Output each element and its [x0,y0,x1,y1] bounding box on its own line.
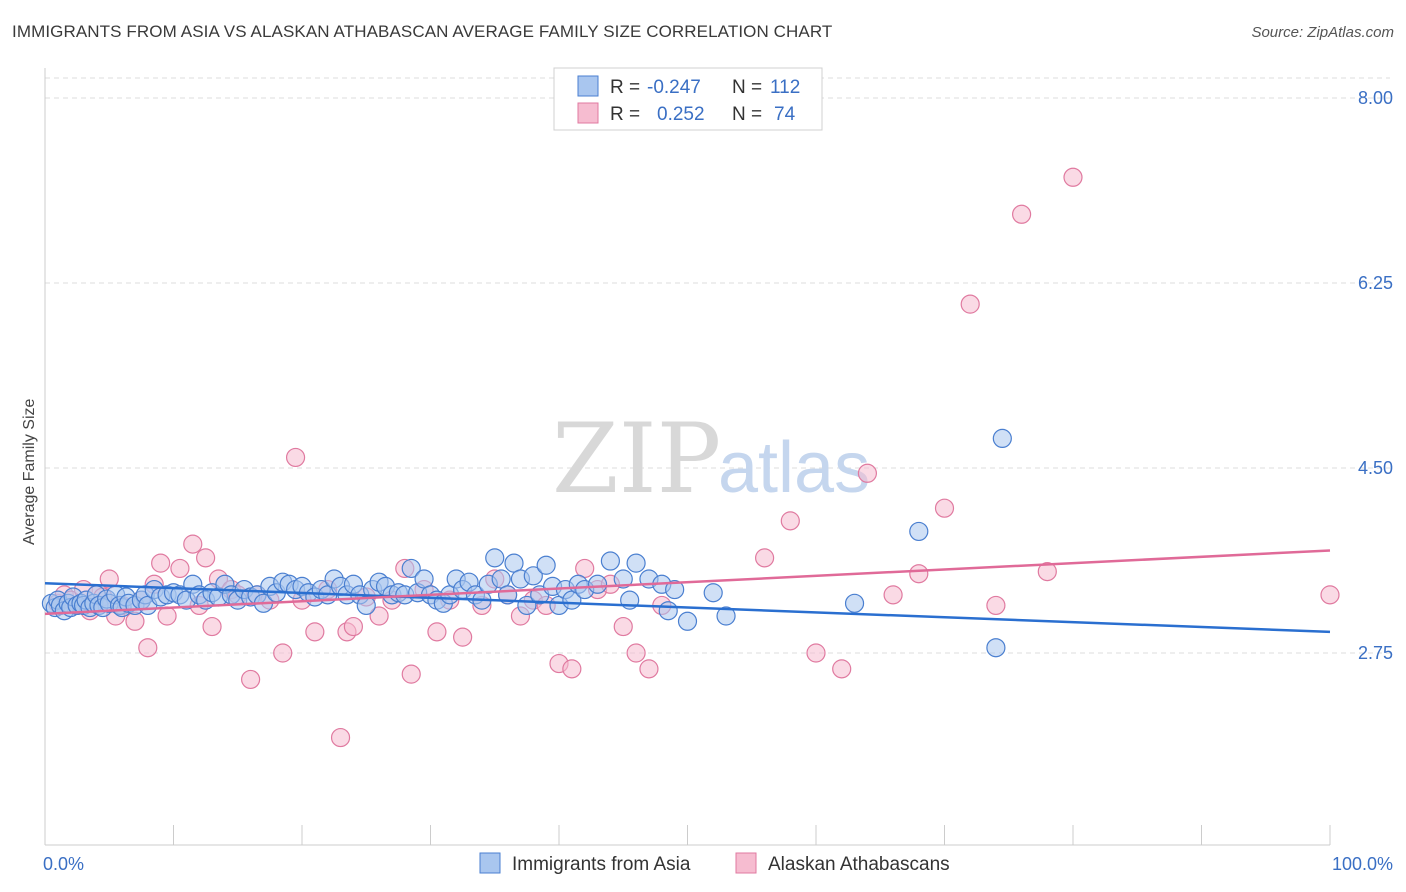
point-alaskan-athabascans [639,659,659,679]
point-alaskan-athabascans [883,585,903,605]
y-tick-label: 4.50 [1358,458,1393,478]
point-alaskan-athabascans [1037,561,1057,582]
trend-line-immigrants-from-asia [44,581,1331,634]
point-alaskan-athabascans [1063,167,1083,187]
point-alaskan-athabascans [986,595,1006,616]
stats-legend: R = -0.247 N = 112 R = 0.252 N = 74 [553,67,823,131]
point-immigrants-from-asia [523,566,543,586]
legend-n-label-pink: N = [732,104,762,125]
legend-n-value-blue: 112 [770,77,800,98]
x-tick-labels: 0.0% 100.0% [43,854,1393,874]
point-immigrants-from-asia [658,601,678,621]
legend-r-value-blue: -0.247 [647,77,701,98]
x-tick-label-max: 100.0% [1332,854,1393,874]
legend-r-label-pink: R = [610,104,640,125]
point-immigrants-from-asia [909,521,929,542]
point-alaskan-athabascans [934,498,955,518]
point-alaskan-athabascans [202,616,222,637]
point-alaskan-athabascans [960,294,980,314]
x-tick-label-min: 0.0% [43,854,84,874]
point-alaskan-athabascans [613,616,633,637]
trend-lines [44,549,1331,634]
point-immigrants-from-asia [992,428,1012,448]
point-alaskan-athabascans [832,659,852,679]
series-legend: Immigrants from Asia Alaskan Athabascans [479,852,950,875]
point-alaskan-athabascans [330,727,351,748]
point-alaskan-athabascans [909,564,929,584]
point-alaskan-athabascans [401,664,421,684]
legend-r-label-blue: R = [610,77,640,98]
point-alaskan-athabascans [1320,585,1340,605]
point-alaskan-athabascans [273,643,293,663]
point-alaskan-athabascans [369,606,389,626]
bottom-legend-swatch-blue [479,852,501,874]
point-immigrants-from-asia [844,593,865,613]
bottom-legend-label-pink: Alaskan Athabascans [768,854,950,875]
legend-n-label-blue: N = [732,77,762,98]
point-alaskan-athabascans [151,553,171,573]
y-tick-label: 8.00 [1358,88,1393,108]
point-immigrants-from-asia [626,553,646,573]
y-tick-label: 6.25 [1358,273,1393,293]
point-immigrants-from-asia [401,558,421,579]
point-alaskan-athabascans [453,627,473,647]
point-immigrants-from-asia [587,574,608,594]
watermark-zip: ZIP [552,403,721,515]
stats-legend-box [553,67,823,131]
point-alaskan-athabascans [285,447,306,468]
point-alaskan-athabascans [626,643,646,663]
legend-n-value-pink: 74 [774,104,796,125]
y-tick-labels: 2.75 4.50 6.25 8.00 [1358,88,1393,663]
point-immigrants-from-asia [613,569,633,589]
point-alaskan-athabascans [1011,204,1032,224]
y-tick-label: 2.75 [1358,643,1393,663]
point-alaskan-athabascans [183,534,203,554]
source-credit: Source: ZipAtlas.com [1251,24,1394,41]
point-immigrants-from-asia [536,555,556,575]
point-alaskan-athabascans [241,669,261,690]
point-alaskan-athabascans [562,659,582,679]
point-immigrants-from-asia [665,579,685,600]
watermark-atlas: atlas [718,428,870,508]
bottom-legend-swatch-pink [735,852,757,874]
y-axis-title: Average Family Size [21,398,38,545]
legend-r-value-pink: 0.252 [657,104,705,125]
point-alaskan-athabascans [754,548,775,568]
bottom-legend-label-blue: Immigrants from Asia [512,854,691,875]
point-alaskan-athabascans [343,616,363,637]
point-alaskan-athabascans [157,606,177,626]
point-alaskan-athabascans [305,622,325,642]
point-alaskan-athabascans [170,558,190,579]
point-immigrants-from-asia [677,611,698,631]
grid-lines [45,77,1390,654]
point-alaskan-athabascans [857,463,878,483]
chart-title: IMMIGRANTS FROM ASIA VS ALASKAN ATHABASC… [12,22,833,41]
point-alaskan-athabascans [196,548,216,568]
legend-swatch-pink [577,102,599,124]
trend-line-alaskan-athabascans [44,549,1331,616]
point-immigrants-from-asia [986,638,1006,658]
point-immigrants-from-asia [600,551,621,571]
point-immigrants-from-asia [716,606,736,626]
point-alaskan-athabascans [138,638,158,658]
point-immigrants-from-asia [485,548,505,568]
point-alaskan-athabascans [780,511,800,531]
point-alaskan-athabascans [427,622,447,642]
watermark: ZIP atlas [552,403,870,515]
legend-swatch-blue [577,75,599,97]
axes [44,68,1331,846]
point-alaskan-athabascans [806,643,826,663]
point-immigrants-from-asia [703,583,723,603]
